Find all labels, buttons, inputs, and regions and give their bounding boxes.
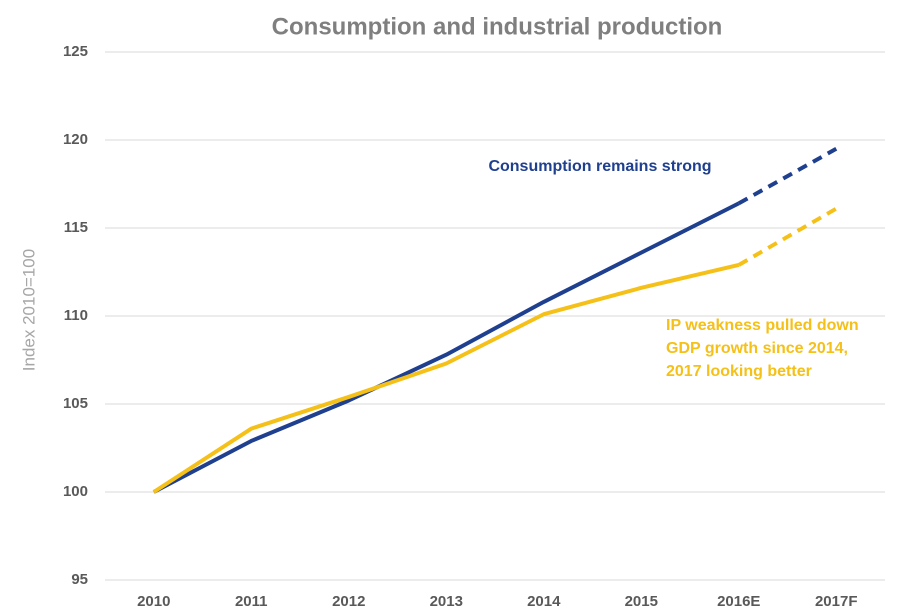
y-tick-label: 110 (64, 307, 88, 324)
annotation: GDP growth since 2014, (666, 340, 848, 357)
y-tick-label: 105 (63, 395, 88, 412)
x-tick-label: 2013 (430, 593, 463, 610)
chart-title: Consumption and industrial production (272, 13, 723, 40)
x-tick-label: 2015 (625, 593, 658, 610)
y-axis-label: Index 2010=100 (19, 249, 38, 371)
y-tick-label: 125 (63, 43, 88, 60)
annotation: IP weakness pulled down (666, 317, 859, 334)
x-tick-label: 2014 (527, 593, 561, 610)
y-tick-label: 115 (64, 219, 88, 236)
y-tick-label: 100 (63, 483, 88, 500)
x-tick-label: 2010 (137, 593, 170, 610)
y-tick-label: 120 (63, 131, 88, 148)
series-line (737, 206, 838, 267)
x-tick-label: 2017F (815, 593, 858, 610)
annotation: Consumption remains strong (488, 158, 711, 175)
series-line (152, 201, 740, 494)
x-tick-label: 2011 (235, 593, 268, 610)
y-tick-label: 95 (71, 571, 88, 588)
series-line (737, 147, 838, 206)
annotation: 2017 looking better (666, 363, 812, 380)
x-tick-label: 2016E (717, 593, 760, 610)
series-line (152, 263, 740, 494)
x-tick-label: 2012 (332, 593, 365, 610)
